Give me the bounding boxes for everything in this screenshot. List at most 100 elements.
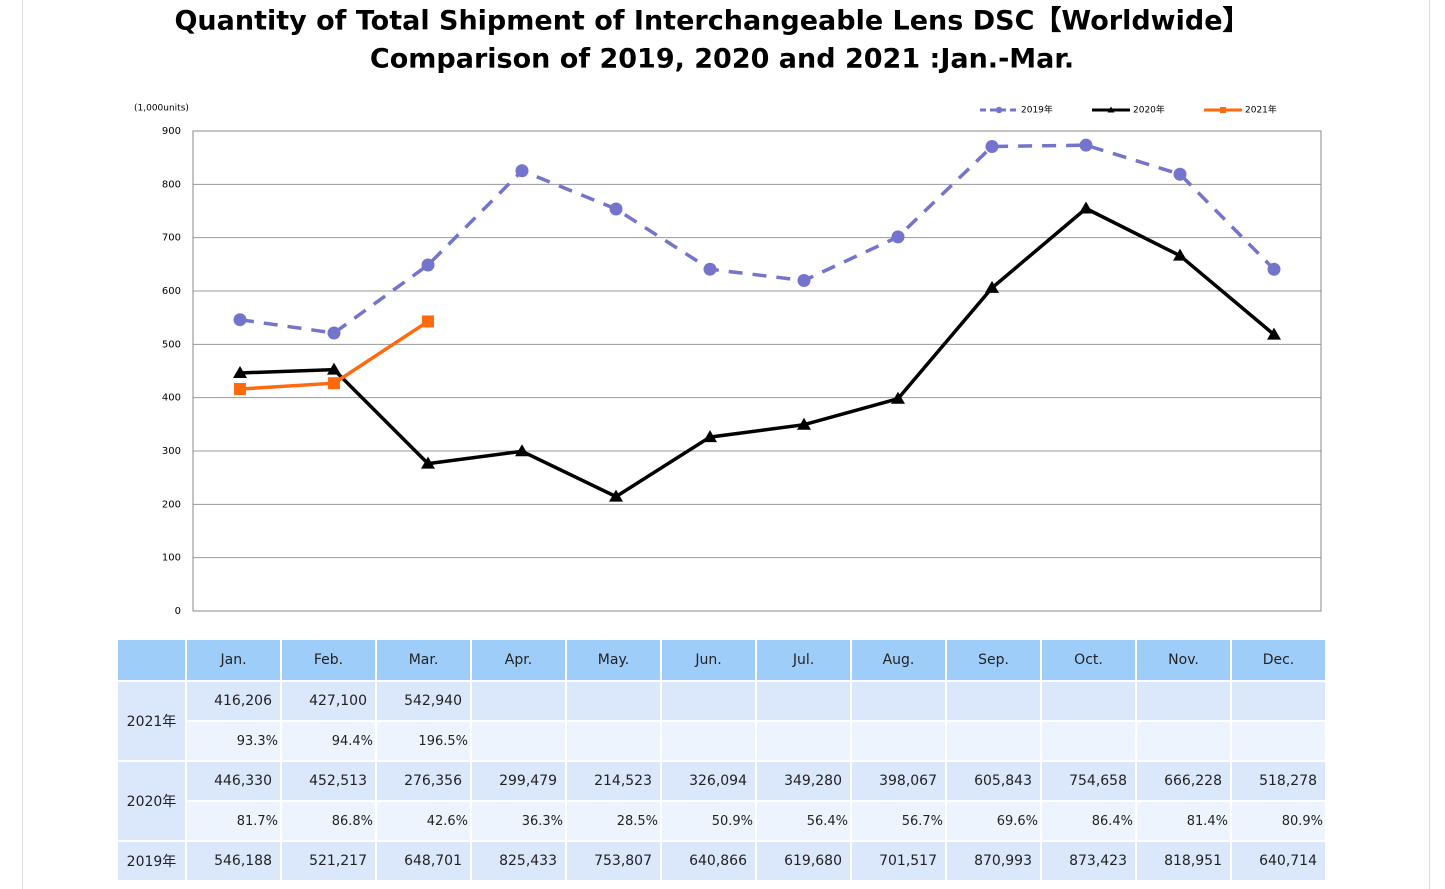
data-point (1079, 138, 1093, 152)
value-cell: 214,523 (567, 762, 662, 802)
value-cell: 326,094 (662, 762, 757, 802)
y-tick-label: 600 (162, 286, 181, 297)
value-cell: 753,807 (567, 842, 662, 882)
ratio-cell: 50.9% (662, 802, 757, 842)
value-cell (1042, 682, 1137, 722)
data-point (515, 164, 529, 178)
value-cell (757, 682, 852, 722)
legend-marker (1107, 106, 1115, 113)
chart-subtitle: Comparison of 2019, 2020 and 2021 :Jan.-… (370, 44, 1074, 75)
ratio-cell (472, 722, 567, 762)
header-cell: Oct. (1042, 640, 1137, 682)
header-cell: Dec. (1232, 640, 1327, 682)
value-cell: 349,280 (757, 762, 852, 802)
header-cell: Jun. (662, 640, 757, 682)
row-label: 2021年 (118, 682, 187, 762)
data-point (328, 377, 340, 390)
value-cell: 299,479 (472, 762, 567, 802)
ratio-cell: 56.4% (757, 802, 852, 842)
header-cell: Nov. (1137, 640, 1232, 682)
ratio-cell (757, 722, 852, 762)
header-cell: Aug. (852, 640, 947, 682)
ratio-cell: 93.3% (187, 722, 282, 762)
legend-label: 2020年 (1133, 104, 1165, 116)
legend-label: 2019年 (1021, 104, 1053, 116)
data-point (797, 417, 811, 430)
data-point (609, 489, 623, 502)
data-point (327, 362, 341, 375)
value-cell: 754,658 (1042, 762, 1137, 802)
data-point (234, 383, 246, 396)
row-label: 2019年 (118, 842, 187, 882)
value-cell: 276,356 (377, 762, 472, 802)
value-cell (1137, 682, 1232, 722)
ratio-cell (1232, 722, 1327, 762)
data-point (1079, 201, 1093, 214)
y-tick-label: 700 (162, 233, 181, 244)
y-tick-label: 300 (162, 446, 181, 457)
legend-label: 2021年 (1245, 104, 1277, 116)
ratio-cell: 196.5% (377, 722, 472, 762)
ratio-cell (567, 722, 662, 762)
data-point (1173, 167, 1187, 181)
y-tick-label: 800 (162, 179, 181, 190)
value-cell (662, 682, 757, 722)
chart: Quantity of Total Shipment of Interchang… (134, 6, 1322, 617)
value-cell: 452,513 (282, 762, 377, 802)
header-cell: Mar. (377, 640, 472, 682)
data-point (233, 313, 247, 327)
data-point (703, 262, 717, 276)
ratio-cell: 36.3% (472, 802, 567, 842)
y-axis-label: (1,000units) (134, 104, 189, 114)
data-point (985, 139, 999, 153)
ratio-cell: 81.7% (187, 802, 282, 842)
header-cell: Jul. (757, 640, 852, 682)
value-cell: 701,517 (852, 842, 947, 882)
ratio-cell: 81.4% (1137, 802, 1232, 842)
data-point (1173, 248, 1187, 261)
ratio-cell: 28.5% (567, 802, 662, 842)
ratio-cell (852, 722, 947, 762)
header-cell: Sep. (947, 640, 1042, 682)
ratio-cell: 42.6% (377, 802, 472, 842)
header-cell: Jan. (187, 640, 282, 682)
ratio-cell: 56.7% (852, 802, 947, 842)
series-line (239, 143, 1276, 335)
value-cell: 648,701 (377, 842, 472, 882)
row-label: 2020年 (118, 762, 187, 842)
chart-title: Quantity of Total Shipment of Interchang… (174, 6, 1249, 37)
y-tick-label: 100 (162, 553, 181, 564)
data-point (891, 391, 905, 404)
data-point (233, 365, 247, 378)
ratio-cell: 80.9% (1232, 802, 1327, 842)
value-cell: 398,067 (852, 762, 947, 802)
value-cell: 870,993 (947, 842, 1042, 882)
frame (22, 0, 1430, 889)
ratio-cell (1137, 722, 1232, 762)
data-point (422, 315, 434, 328)
value-cell: 446,330 (187, 762, 282, 802)
value-cell: 546,188 (187, 842, 282, 882)
data-point (703, 430, 717, 443)
data-point (891, 230, 905, 244)
data-point (1267, 327, 1281, 340)
ratio-cell: 94.4% (282, 722, 377, 762)
header-cell: Feb. (282, 640, 377, 682)
y-tick-label: 400 (162, 393, 181, 404)
data-point (421, 456, 435, 469)
data-point (1267, 262, 1281, 276)
value-cell: 873,423 (1042, 842, 1137, 882)
ratio-cell (947, 722, 1042, 762)
value-cell (1232, 682, 1327, 722)
value-cell: 666,228 (1137, 762, 1232, 802)
y-tick-label: 200 (162, 499, 181, 510)
value-cell: 518,278 (1232, 762, 1327, 802)
value-cell: 640,866 (662, 842, 757, 882)
value-cell: 427,100 (282, 682, 377, 722)
value-cell: 619,680 (757, 842, 852, 882)
header-cell: Apr. (472, 640, 567, 682)
header-cell (118, 640, 187, 682)
value-cell: 605,843 (947, 762, 1042, 802)
y-tick-label: 900 (162, 126, 181, 137)
data-point (327, 326, 341, 340)
